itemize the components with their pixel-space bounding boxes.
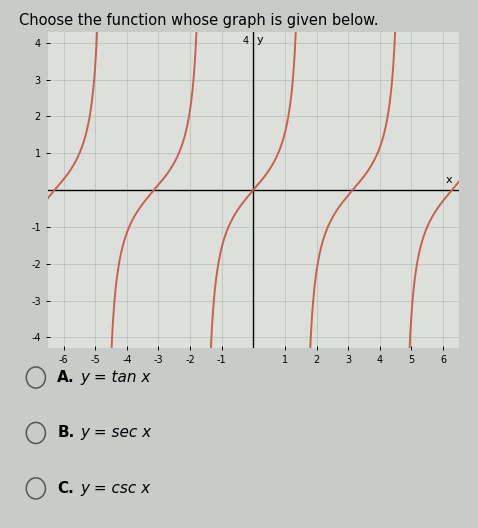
Text: 4: 4 xyxy=(242,36,249,46)
Text: y = csc x: y = csc x xyxy=(80,481,151,496)
Text: y = sec x: y = sec x xyxy=(80,426,152,440)
Text: C.: C. xyxy=(57,481,74,496)
Text: y = tan x: y = tan x xyxy=(80,370,151,385)
Text: A.: A. xyxy=(57,370,75,385)
Text: y: y xyxy=(257,35,263,45)
Text: x: x xyxy=(446,175,453,185)
Text: Choose the function whose graph is given below.: Choose the function whose graph is given… xyxy=(19,13,379,28)
Text: B.: B. xyxy=(57,426,75,440)
